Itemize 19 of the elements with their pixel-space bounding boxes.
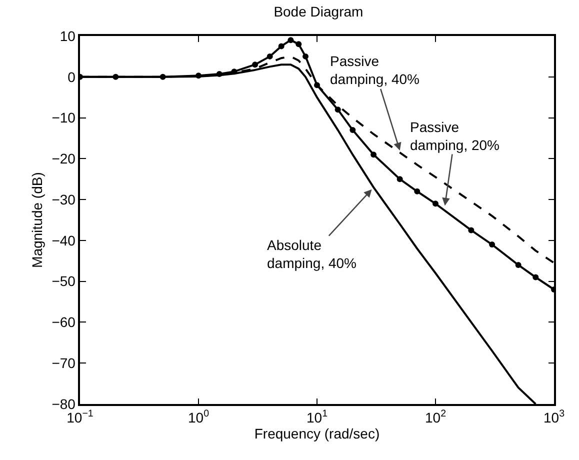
x-axis-title: Frequency (rad/sec) [254,426,380,442]
x-tick-label: 10$^{0}$ [188,408,210,426]
x-tick-label: 10$^{3}$ [543,408,566,426]
chart-title: Bode Diagram [274,4,364,20]
y-tick-label: −70 [52,355,76,372]
y-axis-title: Magnitude (dB) [28,172,45,268]
y-tick-label: −10 [52,110,76,126]
annotation: Absolute damping, 40% [267,237,357,272]
annotation: Passive damping, 20% [410,119,500,154]
x-tick-label: 10$^{1}$ [306,408,328,426]
annotation: Passive damping, 40% [330,53,420,88]
y-tick-label: −50 [52,273,76,290]
y-tick-label: 10 [60,28,76,44]
y-tick-label: −40 [52,232,76,248]
x-tick-label: 10$^{2}$ [424,408,446,426]
y-tick-label: −20 [52,150,76,167]
y-tick-label: 0 [68,68,76,85]
y-tick-label: −30 [52,191,76,208]
y-tick-label: −60 [52,314,76,330]
